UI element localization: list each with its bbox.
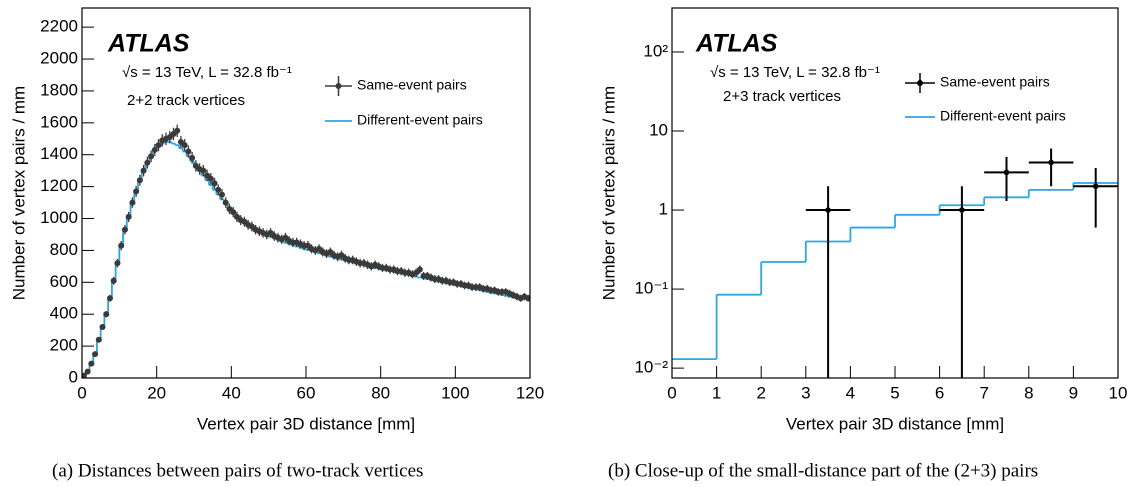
x-tick-label: 7 — [979, 383, 988, 402]
data-point — [174, 127, 181, 134]
data-point — [189, 154, 196, 161]
y-tick-label: 2200 — [40, 17, 78, 36]
x-tick-label: 9 — [1069, 383, 1078, 402]
y-tick-label: 0 — [69, 367, 78, 386]
energy-label: √s = 13 TeV, L = 32.8 fb⁻¹ — [710, 64, 880, 81]
data-point — [1003, 169, 1010, 176]
data-point — [140, 167, 147, 174]
selection-label: 2+3 track vertices — [723, 88, 841, 105]
data-point — [84, 368, 91, 375]
data-point — [215, 186, 222, 193]
data-point — [525, 295, 530, 302]
legend-marker — [917, 80, 923, 86]
data-point — [230, 209, 237, 216]
data-point — [118, 242, 125, 249]
data-point — [125, 213, 132, 220]
data-point — [103, 311, 110, 318]
y-tick-label: 400 — [50, 304, 78, 323]
x-axis-label: Vertex pair 3D distance [mm] — [197, 414, 415, 433]
y-tick-label: 200 — [50, 336, 78, 355]
data-point — [151, 146, 158, 153]
y-tick-label: 600 — [50, 272, 78, 291]
plot-area — [672, 148, 1118, 378]
data-point — [88, 360, 95, 367]
energy-label: √s = 13 TeV, L = 32.8 fb⁻¹ — [122, 64, 292, 81]
x-axis-label: Vertex pair 3D distance [mm] — [786, 414, 1004, 433]
data-point — [110, 277, 117, 284]
x-tick-label: 120 — [516, 383, 544, 402]
x-tick-label: 60 — [297, 383, 316, 402]
y-tick-label: 10 — [649, 120, 668, 139]
selection-label: 2+2 track vertices — [127, 92, 245, 109]
y-tick-label: 1000 — [40, 208, 78, 227]
data-point — [207, 175, 214, 182]
x-tick-label: 2 — [756, 383, 765, 402]
data-point — [95, 336, 102, 343]
y-tick-label: 10⁻² — [634, 358, 668, 377]
x-tick-label: 6 — [935, 383, 944, 402]
x-tick-label: 1 — [712, 383, 721, 402]
data-point — [185, 148, 192, 155]
y-tick-label: 10² — [643, 41, 668, 60]
data-point — [211, 180, 218, 187]
x-tick-label: 20 — [147, 383, 166, 402]
data-point — [99, 323, 106, 330]
x-tick-label: 0 — [667, 383, 676, 402]
x-tick-label: 10 — [1109, 383, 1128, 402]
data-point — [1048, 159, 1054, 166]
x-tick-label: 40 — [222, 383, 241, 402]
data-point — [121, 226, 128, 233]
x-tick-label: 5 — [890, 383, 899, 402]
y-tick-label: 1200 — [40, 176, 78, 195]
data-point — [222, 199, 229, 206]
legend-label: Different-event pairs — [940, 108, 1066, 124]
legend-marker — [335, 83, 342, 89]
data-point — [1092, 183, 1099, 190]
x-tick-label: 4 — [846, 383, 855, 402]
legend-label: Same-event pairs — [940, 74, 1050, 90]
caption: (a) Distances between pairs of two-track… — [52, 460, 423, 481]
data-point — [200, 167, 207, 174]
y-tick-label: 1400 — [40, 144, 78, 163]
data-point — [133, 188, 140, 195]
y-tick-label: 10⁻¹ — [634, 279, 668, 298]
legend-label: Different-event pairs — [357, 112, 483, 128]
data-point — [144, 159, 151, 166]
x-tick-label: 100 — [441, 383, 469, 402]
caption: (b) Close-up of the small-distance part … — [608, 460, 1038, 481]
y-tick-label: 800 — [50, 240, 78, 259]
y-tick-label: 1 — [659, 200, 668, 219]
y-tick-label: 1600 — [40, 112, 78, 131]
y-axis-label: Number of vertex pairs / mm — [9, 86, 28, 300]
data-point — [155, 142, 162, 149]
x-tick-label: 80 — [371, 383, 390, 402]
data-point — [219, 191, 225, 198]
y-tick-label: 1800 — [40, 80, 78, 99]
data-point — [92, 351, 99, 358]
data-point — [959, 207, 965, 213]
data-point — [129, 199, 136, 206]
data-point — [825, 207, 831, 213]
data-point — [82, 372, 87, 378]
x-tick-label: 3 — [801, 383, 810, 402]
y-axis-label: Number of vertex pairs / mm — [599, 86, 618, 300]
data-point — [107, 295, 113, 302]
data-point — [181, 142, 188, 149]
data-point — [136, 177, 143, 184]
y-tick-label: 2000 — [40, 49, 78, 68]
x-tick-label: 8 — [1024, 383, 1033, 402]
plot-area — [82, 124, 530, 378]
data-point — [416, 266, 423, 273]
atlas-label: ATLAS — [107, 30, 190, 58]
data-point — [114, 260, 121, 267]
atlas-label: ATLAS — [695, 30, 778, 58]
legend-label: Same-event pairs — [357, 77, 467, 93]
data-point — [148, 153, 155, 160]
x-tick-label: 0 — [77, 383, 86, 402]
